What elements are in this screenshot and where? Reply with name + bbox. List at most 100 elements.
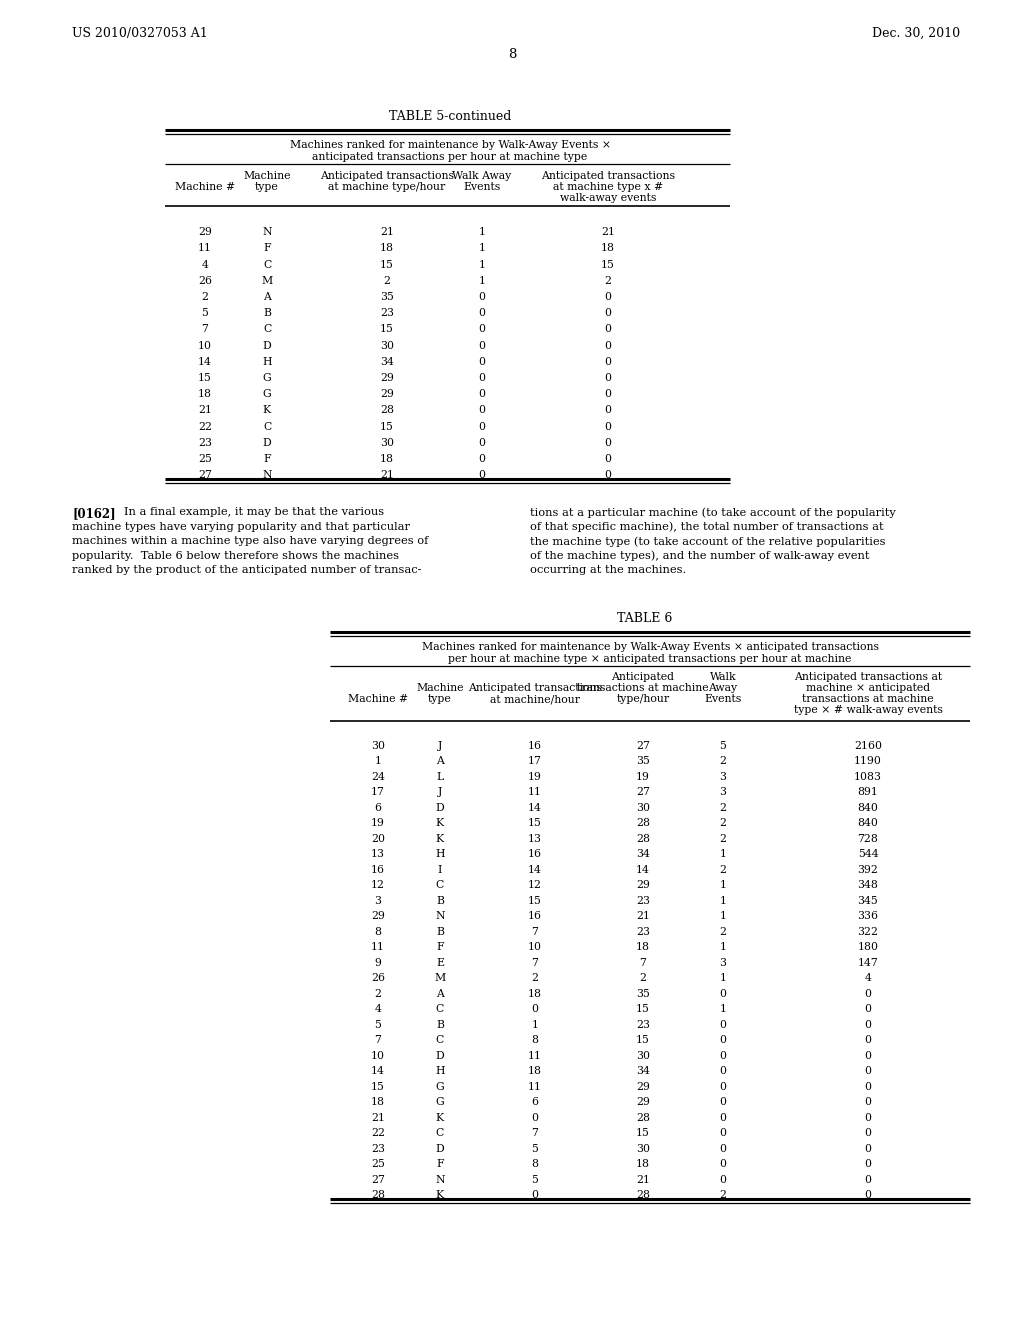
Text: 24: 24 <box>371 772 385 781</box>
Text: 2: 2 <box>640 973 646 983</box>
Text: 7: 7 <box>531 1129 539 1138</box>
Text: 30: 30 <box>380 341 394 351</box>
Text: M: M <box>434 973 445 983</box>
Text: 1: 1 <box>478 227 485 238</box>
Text: 18: 18 <box>528 1067 542 1076</box>
Text: M: M <box>261 276 272 286</box>
Text: 16: 16 <box>371 865 385 875</box>
Text: 345: 345 <box>858 896 879 906</box>
Text: 30: 30 <box>380 438 394 447</box>
Text: 12: 12 <box>528 880 542 890</box>
Text: 0: 0 <box>604 421 611 432</box>
Text: 0: 0 <box>720 1097 726 1107</box>
Text: of that specific machine), the total number of transactions at: of that specific machine), the total num… <box>530 521 884 532</box>
Text: 8: 8 <box>508 48 516 61</box>
Text: 0: 0 <box>531 1113 539 1123</box>
Text: Machine #: Machine # <box>348 694 408 704</box>
Text: 0: 0 <box>604 454 611 465</box>
Text: popularity.  Table 6 below therefore shows the machines: popularity. Table 6 below therefore show… <box>72 550 399 561</box>
Text: 11: 11 <box>198 243 212 253</box>
Text: 322: 322 <box>857 927 879 937</box>
Text: 0: 0 <box>720 1081 726 1092</box>
Text: 6: 6 <box>531 1097 539 1107</box>
Text: B: B <box>436 1020 444 1030</box>
Text: C: C <box>263 260 271 269</box>
Text: type × # walk-away events: type × # walk-away events <box>794 705 942 715</box>
Text: 2: 2 <box>720 927 726 937</box>
Text: H: H <box>435 1067 444 1076</box>
Text: 35: 35 <box>636 989 650 999</box>
Text: B: B <box>436 927 444 937</box>
Text: D: D <box>262 438 271 447</box>
Text: 22: 22 <box>371 1129 385 1138</box>
Text: G: G <box>262 389 271 399</box>
Text: 3: 3 <box>720 787 726 797</box>
Text: 21: 21 <box>601 227 615 238</box>
Text: 0: 0 <box>478 356 485 367</box>
Text: K: K <box>263 405 271 416</box>
Text: 2: 2 <box>202 292 209 302</box>
Text: 21: 21 <box>371 1113 385 1123</box>
Text: per hour at machine type × anticipated transactions per hour at machine: per hour at machine type × anticipated t… <box>449 655 852 664</box>
Text: I: I <box>438 865 442 875</box>
Text: 0: 0 <box>864 1097 871 1107</box>
Text: 2: 2 <box>531 973 539 983</box>
Text: A: A <box>263 292 271 302</box>
Text: 15: 15 <box>636 1129 650 1138</box>
Text: C: C <box>263 421 271 432</box>
Text: 16: 16 <box>528 849 542 859</box>
Text: 15: 15 <box>198 374 212 383</box>
Text: 1: 1 <box>720 911 726 921</box>
Text: 840: 840 <box>857 818 879 828</box>
Text: 1: 1 <box>478 276 485 286</box>
Text: 0: 0 <box>478 341 485 351</box>
Text: 0: 0 <box>531 1005 539 1014</box>
Text: 0: 0 <box>478 470 485 480</box>
Text: 0: 0 <box>720 1067 726 1076</box>
Text: 4: 4 <box>375 1005 381 1014</box>
Text: 1: 1 <box>720 942 726 952</box>
Text: anticipated transactions per hour at machine type: anticipated transactions per hour at mac… <box>312 152 588 162</box>
Text: 15: 15 <box>380 325 394 334</box>
Text: Anticipated transactions at: Anticipated transactions at <box>794 672 942 682</box>
Text: machines within a machine type also have varying degrees of: machines within a machine type also have… <box>72 536 428 546</box>
Text: 0: 0 <box>604 341 611 351</box>
Text: 0: 0 <box>864 1113 871 1123</box>
Text: 26: 26 <box>371 973 385 983</box>
Text: 2: 2 <box>604 276 611 286</box>
Text: 7: 7 <box>375 1035 381 1045</box>
Text: 0: 0 <box>604 292 611 302</box>
Text: Events: Events <box>464 182 501 191</box>
Text: 2: 2 <box>720 818 726 828</box>
Text: 5: 5 <box>531 1175 539 1185</box>
Text: 2: 2 <box>720 803 726 813</box>
Text: K: K <box>436 1191 444 1200</box>
Text: 17: 17 <box>528 756 542 766</box>
Text: 0: 0 <box>604 405 611 416</box>
Text: 1083: 1083 <box>854 772 882 781</box>
Text: 28: 28 <box>380 405 394 416</box>
Text: 27: 27 <box>371 1175 385 1185</box>
Text: 0: 0 <box>720 1035 726 1045</box>
Text: 0: 0 <box>604 438 611 447</box>
Text: 5: 5 <box>202 308 209 318</box>
Text: 0: 0 <box>478 389 485 399</box>
Text: 2: 2 <box>384 276 390 286</box>
Text: H: H <box>262 356 271 367</box>
Text: C: C <box>263 325 271 334</box>
Text: 0: 0 <box>720 1129 726 1138</box>
Text: 7: 7 <box>531 958 539 968</box>
Text: C: C <box>436 1035 444 1045</box>
Text: 23: 23 <box>198 438 212 447</box>
Text: 0: 0 <box>531 1191 539 1200</box>
Text: 7: 7 <box>202 325 209 334</box>
Text: TABLE 6: TABLE 6 <box>617 612 673 626</box>
Text: 14: 14 <box>371 1067 385 1076</box>
Text: 0: 0 <box>478 325 485 334</box>
Text: A: A <box>436 756 444 766</box>
Text: 18: 18 <box>380 243 394 253</box>
Text: 17: 17 <box>371 787 385 797</box>
Text: 15: 15 <box>528 818 542 828</box>
Text: Machine: Machine <box>416 684 464 693</box>
Text: 147: 147 <box>858 958 879 968</box>
